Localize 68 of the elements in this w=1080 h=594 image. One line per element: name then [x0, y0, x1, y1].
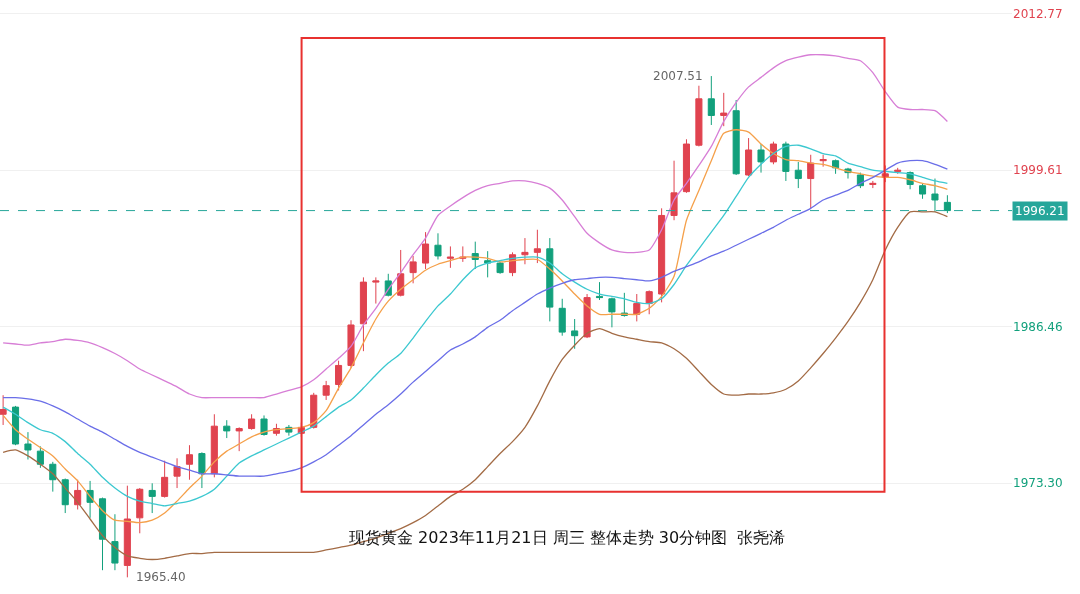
candlestick — [633, 293, 641, 322]
candlestick — [260, 414, 268, 437]
candlestick — [807, 154, 815, 209]
candlestick — [595, 281, 604, 301]
candlestick — [372, 276, 380, 305]
candlestick — [173, 457, 181, 489]
candlestick — [148, 482, 156, 514]
candlestick — [757, 143, 765, 174]
candlestick — [248, 413, 256, 431]
candlestick — [111, 513, 119, 571]
candlestick — [695, 85, 703, 147]
candlestick — [397, 249, 405, 297]
candlestick — [347, 319, 355, 369]
candlestick — [422, 231, 430, 270]
candlestick — [931, 178, 939, 213]
candlestick — [645, 289, 653, 315]
candlestick — [658, 207, 666, 303]
line-series — [2, 211, 949, 561]
candlestick — [335, 360, 343, 391]
candlestick — [608, 297, 616, 328]
candlestick — [496, 261, 504, 275]
candlestick — [409, 255, 417, 284]
candlestick — [210, 413, 218, 478]
candlestick — [49, 461, 57, 493]
candlestick — [521, 237, 529, 265]
candlestick — [571, 318, 579, 350]
candlestick — [446, 245, 454, 269]
candlestick — [74, 479, 82, 510]
candlestick — [24, 431, 32, 460]
line-series — [2, 54, 949, 399]
candlestick — [558, 298, 566, 337]
candlestick — [583, 293, 591, 339]
y-tick-label: 1999.61 — [1013, 163, 1063, 178]
ref-line-label: 1996.21 — [1015, 204, 1065, 218]
candlestick — [745, 137, 753, 177]
candlestick — [185, 444, 194, 481]
candlestick — [794, 161, 802, 189]
candlestick — [720, 92, 728, 127]
candlestick — [98, 497, 107, 571]
candlestick — [546, 237, 554, 322]
candlestick — [322, 380, 330, 401]
candlestick — [707, 75, 715, 126]
candlestick — [123, 485, 131, 578]
candlestick — [198, 451, 206, 489]
candlestick — [484, 250, 492, 278]
candlestick — [223, 419, 231, 439]
candlestick — [61, 478, 69, 514]
candlestick — [36, 445, 44, 469]
candlestick — [359, 276, 367, 352]
y-tick-label: 1986.46 — [1013, 319, 1063, 334]
candlestick — [434, 232, 442, 260]
y-tick-label: 2012.77 — [1013, 6, 1063, 21]
candlestick — [682, 138, 691, 194]
candlestick — [819, 154, 827, 168]
candlestick — [235, 426, 243, 452]
candlestick — [732, 99, 740, 176]
candlestick — [782, 141, 790, 182]
candlestick — [0, 394, 7, 426]
y-tick-label: 1973.30 — [1013, 476, 1063, 491]
candlestick — [919, 182, 927, 200]
candlestick — [161, 460, 169, 499]
annotation: 1965.40 — [136, 570, 186, 584]
candlestick — [136, 487, 144, 534]
candlestick — [869, 180, 877, 189]
candlestick — [11, 405, 20, 446]
candlestick — [533, 229, 541, 264]
annotation: 2007.51 — [653, 69, 703, 83]
candlestick — [943, 194, 951, 214]
